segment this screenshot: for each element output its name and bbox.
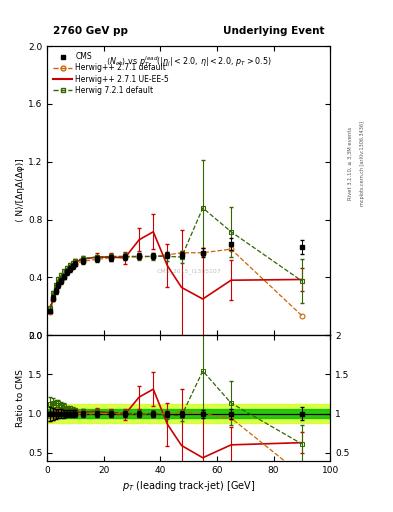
Text: 2760 GeV pp: 2760 GeV pp [53,26,128,36]
Text: CMS_2015_I1385107: CMS_2015_I1385107 [156,269,221,274]
Bar [47,404,330,423]
Text: Underlying Event: Underlying Event [223,26,325,36]
Y-axis label: Ratio to CMS: Ratio to CMS [16,369,25,427]
Text: Rivet 3.1.10, ≥ 3.3M events: Rivet 3.1.10, ≥ 3.3M events [348,127,353,201]
Text: mcplots.cern.ch [arXiv:1306.3436]: mcplots.cern.ch [arXiv:1306.3436] [360,121,365,206]
Y-axis label: ⟨ N⟩/[ΔηΔ(Δφ)]: ⟨ N⟩/[ΔηΔ(Δφ)] [16,159,25,223]
Legend: CMS, Herwig++ 2.7.1 default, Herwig++ 2.7.1 UE-EE-5, Herwig 7.2.1 default: CMS, Herwig++ 2.7.1 default, Herwig++ 2.… [51,50,171,97]
X-axis label: $p_T$ (leading track-jet) [GeV]: $p_T$ (leading track-jet) [GeV] [122,479,255,493]
Text: $\langle N_{ch}\rangle$ vs $p_T^{lead}(|\eta_j|<2.0,\,\eta|<2.0,\,p_T>0.5)$: $\langle N_{ch}\rangle$ vs $p_T^{lead}(|… [106,55,272,69]
Bar [47,409,330,418]
